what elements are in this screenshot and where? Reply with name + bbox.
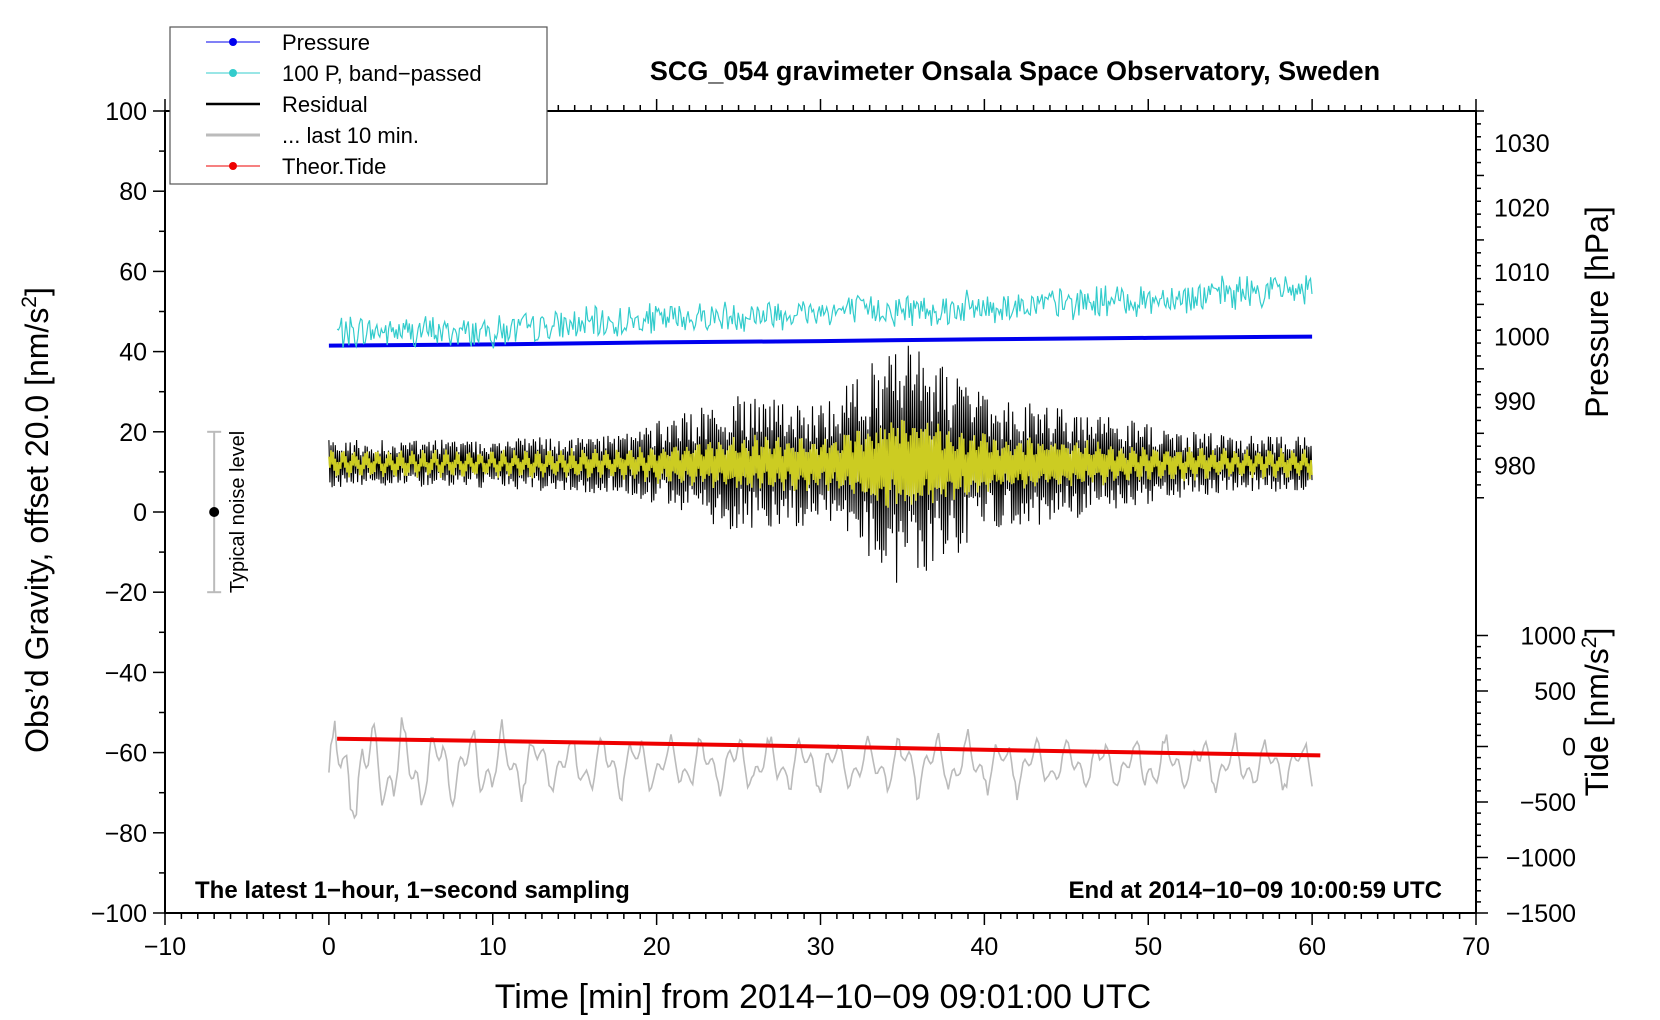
pressure-tick-label: 990 [1494,388,1536,416]
y-left-tick-label: −20 [105,579,147,607]
x-tick-label: 30 [807,933,835,961]
text-layer: SCG_054 gravimeter Onsala Space Observat… [18,56,1615,1016]
pressure-trace [328,334,1313,348]
trace-layer [328,275,1321,820]
tide-axis-label: Tide [nm/s2] [1578,628,1615,797]
y-left-tick-label: 20 [119,419,147,447]
tide-label-sup: 2 [1578,637,1601,649]
y-left-label-main: Obs’d Gravity, offset 20.0 [nm/s [19,308,55,753]
y-left-tick-label: 60 [119,258,147,286]
x-tick-label: 40 [970,933,998,961]
x-tick-label: 0 [322,933,336,961]
tide-tick-label: 1000 [1520,623,1576,651]
x-tick-label: −10 [144,933,186,961]
y-left-label-sup: 2 [18,296,41,308]
pressure-tick-label: 1010 [1494,259,1550,287]
chart-title: SCG_054 gravimeter Onsala Space Observat… [650,56,1380,86]
x-tick-label: 20 [643,933,671,961]
tide-tick-label: −500 [1520,789,1576,817]
pressure-tick-label: 980 [1494,453,1536,481]
pressure-axis-label: Pressure [hPa] [1579,206,1615,418]
legend-swatch-marker [229,162,237,170]
pressure-tick-label: 1000 [1494,324,1550,352]
y-left-axis-label: Obs’d Gravity, offset 20.0 [nm/s2] [18,287,55,753]
left-annotation: The latest 1−hour, 1−second sampling [195,877,630,904]
y-left-tick-label: −100 [91,900,147,928]
y-left-tick-label: 80 [119,178,147,206]
tide-tick-label: 500 [1534,678,1576,706]
last-10-min-trace [328,717,1313,820]
tide-label-main: Tide [nm/s [1579,648,1615,796]
x-tick-label: 10 [479,933,507,961]
tide-label-end: ] [1579,628,1615,637]
100-p-band-passed-trace [336,275,1313,349]
noise-bar-center [209,507,220,517]
legend-label: ... last 10 min. [282,123,419,148]
y-left-tick-label: −80 [105,820,147,848]
theor-tide-trace [337,736,1321,758]
y-left-tick-label: −40 [105,659,147,687]
y-left-tick-label: 100 [105,98,147,126]
noise-level-indicator: Typical noise level [207,430,249,594]
legend: Pressure 100 P, band−passed Residual ... la… [169,26,548,185]
tide-tick-label: −1500 [1506,900,1576,928]
legend-label: Pressure [282,30,370,55]
x-tick-label: 60 [1298,933,1326,961]
right-annotation: End at 2014−10−09 10:00:59 UTC [1068,877,1442,904]
tide-tick-label: 0 [1562,734,1576,762]
x-axis-label: Time [min] from 2014−10−09 09:01:00 UTC [495,978,1151,1016]
pressure-tick-label: 1020 [1494,195,1550,223]
noise-bar-label: Typical noise level [227,431,249,593]
legend-swatch-marker [229,69,237,77]
pressure-tick-label: 1030 [1494,130,1550,158]
y-left-tick-label: −60 [105,740,147,768]
x-tick-label: 50 [1134,933,1162,961]
residual-smoothed-trace [328,419,1313,508]
legend-label: Theor.Tide [282,154,386,179]
legend-box [169,26,548,185]
legend-swatch-marker [229,38,237,46]
legend-label: 100 P, band−passed [282,61,482,86]
tide-tick-label: −1000 [1506,845,1576,873]
x-tick-label: 70 [1462,933,1490,961]
axes-layer: −10 0 10 20 30 40 50 60 70−100−80−60−40−20020406… [91,98,1576,961]
y-left-label-end: ] [19,287,55,296]
legend-label: Residual [282,92,368,117]
y-left-tick-label: 40 [119,339,147,367]
y-left-tick-label: 0 [133,499,147,527]
